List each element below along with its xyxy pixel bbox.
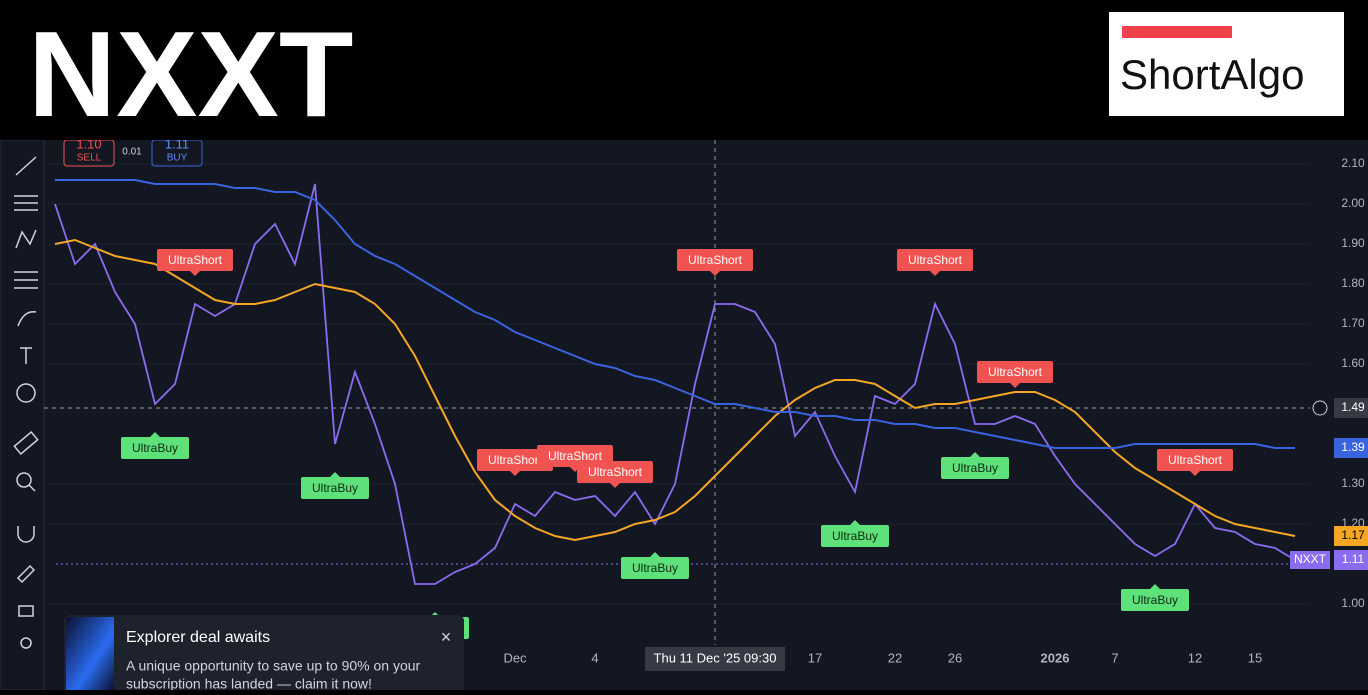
signal-label: UltraBuy bbox=[312, 481, 358, 495]
toolbar bbox=[0, 139, 45, 691]
notification-box bbox=[64, 615, 464, 695]
signal-arrow bbox=[970, 452, 980, 457]
x-tick-label: Dec bbox=[503, 650, 527, 665]
crosshair-y-label: 1.49 bbox=[1341, 400, 1365, 414]
y-tick-label: 1.70 bbox=[1341, 316, 1365, 330]
price-tag bbox=[1334, 550, 1368, 570]
signal-label: UltraShort bbox=[588, 465, 643, 479]
price-tag bbox=[1334, 438, 1368, 458]
signal-box bbox=[577, 461, 653, 483]
signal-label: UltraBuy bbox=[832, 529, 878, 543]
signal-arrow bbox=[610, 483, 620, 488]
buy-label: BUY bbox=[167, 153, 188, 164]
signal-arrow bbox=[710, 271, 720, 276]
y-tick-label: 1.90 bbox=[1341, 236, 1365, 250]
signal-arrow bbox=[650, 552, 660, 557]
logo-bar bbox=[1122, 26, 1232, 38]
price-tag-label: 1.17 bbox=[1341, 528, 1365, 542]
series-line bbox=[54, 183, 1296, 585]
signal-label: UltraBuy bbox=[1132, 593, 1178, 607]
price-tag-label: 1.39 bbox=[1341, 440, 1365, 454]
notification-image bbox=[66, 617, 114, 690]
signal-box bbox=[1121, 589, 1189, 611]
close-button[interactable]: × bbox=[441, 627, 452, 647]
crosshair-plus bbox=[1312, 400, 1328, 416]
signal-box bbox=[301, 477, 369, 499]
y-tick-label: 1.30 bbox=[1341, 476, 1365, 490]
signal-box bbox=[477, 449, 553, 471]
x-tick-label: 26 bbox=[948, 650, 962, 665]
signal-label: UltraShort bbox=[548, 449, 603, 463]
y-tick-label: 1.60 bbox=[1341, 356, 1365, 370]
signal-label: UltraShort bbox=[168, 253, 223, 267]
signal-label: UltraBuy bbox=[132, 441, 178, 455]
signal-arrow bbox=[330, 472, 340, 477]
signal-box bbox=[621, 557, 689, 579]
logo-text: ShortAlgo bbox=[1120, 51, 1304, 98]
signal-box bbox=[121, 437, 189, 459]
crosshair-x-box bbox=[645, 647, 785, 671]
x-tick-label: 17 bbox=[808, 650, 822, 665]
toolbar-icons bbox=[13, 156, 39, 649]
signal-label: UltraShort bbox=[908, 253, 963, 267]
notification-body: subscription has landed — claim it now! bbox=[126, 676, 372, 690]
spread: 0.01 bbox=[122, 147, 142, 158]
y-tick-label: 1.00 bbox=[1341, 596, 1365, 610]
series-line bbox=[54, 238, 1296, 542]
signal-arrow bbox=[930, 271, 940, 276]
signal-label: UltraBuy bbox=[952, 461, 998, 475]
x-tick-label: 15 bbox=[1248, 650, 1262, 665]
sell-label: SELL bbox=[77, 153, 102, 164]
signal-label: UltraShort bbox=[488, 453, 543, 467]
signal-box bbox=[677, 249, 753, 271]
signal-label: UltraShort bbox=[1168, 453, 1223, 467]
series-name: NXXT bbox=[1294, 552, 1327, 566]
signal-box bbox=[941, 457, 1009, 479]
x-tick-label: 4 bbox=[591, 650, 598, 665]
y-tick-label: 2.10 bbox=[1341, 156, 1365, 170]
y-tick-label: 2.00 bbox=[1341, 196, 1365, 210]
series-line bbox=[55, 179, 1295, 449]
buy-price: 1.11 bbox=[165, 136, 189, 151]
series-name-tag bbox=[1290, 551, 1330, 569]
signal-label: UltraShort bbox=[688, 253, 743, 267]
signal-box bbox=[897, 249, 973, 271]
price-tag-label: 1.11 bbox=[1342, 552, 1365, 566]
ticker: NXXT bbox=[28, 6, 353, 142]
crosshair-y-box bbox=[1334, 398, 1368, 418]
notification[interactable]: Explorer deal awaits A unique opportunit… bbox=[64, 615, 464, 695]
signal-box bbox=[821, 525, 889, 547]
signal-box bbox=[1157, 449, 1233, 471]
signal-label: UltraBuy bbox=[632, 561, 678, 575]
price-tag bbox=[1334, 526, 1368, 546]
notification-title: Explorer deal awaits bbox=[126, 629, 270, 646]
signal-arrow bbox=[190, 271, 200, 276]
signal-arrow bbox=[1150, 584, 1160, 589]
notification-body: A unique opportunity to save up to 90% o… bbox=[126, 658, 421, 674]
sell-price: 1.10 bbox=[76, 136, 101, 151]
signal-label: UltraShort bbox=[988, 365, 1043, 379]
signal-arrow bbox=[150, 432, 160, 437]
signal-arrow bbox=[1190, 471, 1200, 476]
x-tick-label: 2026 bbox=[1041, 650, 1070, 665]
y-tick-label: 1.80 bbox=[1341, 276, 1365, 290]
crosshair-x-label: Thu 11 Dec '25 09:30 bbox=[654, 650, 777, 665]
signal-arrow bbox=[510, 471, 520, 476]
x-tick-label: 7 bbox=[1111, 650, 1118, 665]
signal-arrow bbox=[850, 520, 860, 525]
signal-box bbox=[157, 249, 233, 271]
signal-box bbox=[977, 361, 1053, 383]
signal-arrow bbox=[1010, 383, 1020, 388]
x-tick-label: 22 bbox=[888, 650, 902, 665]
x-tick-label: 12 bbox=[1188, 650, 1202, 665]
